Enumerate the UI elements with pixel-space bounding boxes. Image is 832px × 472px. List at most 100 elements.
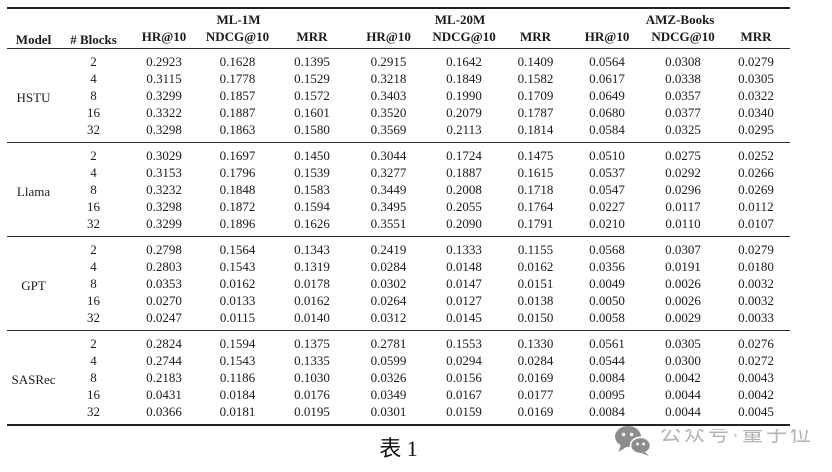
table-row: 8 0.2183 0.1186 0.1030 0.0326 0.0156 0.0169 0.0… [7, 369, 790, 386]
metric-value: 0.1872 [219, 199, 256, 214]
metric-value: 0.0159 [446, 404, 482, 419]
metric-value: 0.1333 [446, 242, 482, 257]
table-row: Llama 2 0.3029 0.1697 0.1450 0.3044 0.1724 0.14… [7, 143, 790, 199]
metric-header: HR@10 [584, 29, 630, 44]
metric-value: 0.0150 [517, 310, 554, 325]
metric-value: 0.0537 [589, 165, 625, 180]
metric-value: 0.0169 [517, 370, 554, 385]
metric-value: 0.0301 [370, 404, 407, 419]
metric-value: 0.0247 [146, 310, 182, 325]
metric-value: 0.0107 [738, 216, 774, 231]
metric-value: 0.3029 [146, 148, 182, 163]
metric-value: 0.2744 [146, 353, 182, 368]
metric-value: 0.0147 [446, 276, 482, 291]
blocks-value: 4 [90, 259, 97, 274]
metric-header: MRR [296, 29, 328, 44]
watermark-text-clip: 公众号·量子位 [660, 429, 814, 452]
metric-value: 0.0050 [589, 293, 625, 308]
metric-header: MRR [740, 29, 772, 44]
metric-value: 0.2055 [446, 199, 482, 214]
metric-value: 0.2008 [446, 182, 482, 197]
model-name: HSTU [16, 90, 51, 105]
blocks-value: 2 [90, 336, 97, 351]
metric-value: 0.1409 [517, 54, 554, 69]
metric-value: 0.1580 [294, 122, 330, 137]
metric-value: 0.3299 [146, 88, 182, 103]
metric-value: 0.3298 [146, 122, 182, 137]
metric-value: 0.1615 [517, 165, 554, 180]
metric-value: 0.0326 [370, 370, 407, 385]
metric-value: 0.1375 [294, 336, 330, 351]
metric-value: 0.0302 [370, 276, 407, 291]
dataset-header-amz-books: AMZ-Books [645, 12, 715, 27]
metric-value: 0.0178 [294, 276, 330, 291]
metric-value: 0.3551 [370, 216, 407, 231]
metric-value: 0.0252 [738, 148, 774, 163]
metric-value: 0.0042 [665, 370, 701, 385]
table-row: 16 0.0270 0.0133 0.0162 0.0264 0.0127 0.0138 0.… [7, 292, 790, 309]
metric-value: 0.0176 [294, 387, 330, 402]
metric-value: 0.0181 [219, 404, 256, 419]
metric-value: 0.1887 [219, 105, 256, 120]
metric-value: 0.0312 [370, 310, 407, 325]
metric-value: 0.2781 [370, 336, 407, 351]
metric-value: 0.0029 [665, 310, 701, 325]
metric-value: 0.1553 [446, 336, 482, 351]
metric-value: 0.1642 [446, 54, 482, 69]
metric-value: 0.0148 [446, 259, 482, 274]
metric-value: 0.0284 [370, 259, 407, 274]
blocks-value: 4 [90, 353, 97, 368]
results-table-wrapper: Model # Blocks ML-1M ML-20M AMZ-Books HR… [7, 7, 791, 426]
model-name: GPT [21, 278, 46, 293]
metric-value: 0.0162 [294, 293, 330, 308]
metric-value: 0.0275 [665, 148, 701, 163]
blocks-value: 8 [90, 182, 97, 197]
metric-header: NDCG@10 [651, 29, 715, 44]
metric-value: 0.2798 [146, 242, 182, 257]
metric-value: 0.0292 [665, 165, 701, 180]
metric-value: 0.0296 [665, 182, 701, 197]
metric-value: 0.3153 [146, 165, 182, 180]
metric-value: 0.0127 [446, 293, 482, 308]
metric-value: 0.0184 [219, 387, 256, 402]
metric-value: 0.1343 [294, 242, 330, 257]
metric-value: 0.2803 [146, 259, 182, 274]
metric-value: 0.1319 [294, 259, 330, 274]
metric-value: 0.0026 [665, 293, 701, 308]
metric-value: 0.1849 [446, 71, 482, 86]
metric-value: 0.3277 [370, 165, 407, 180]
table-row: 16 0.0431 0.0184 0.0176 0.0349 0.0167 0.0177 0.… [7, 386, 790, 403]
metric-value: 0.0356 [589, 259, 625, 274]
metric-value: 0.3298 [146, 199, 182, 214]
metric-value: 0.1529 [294, 71, 330, 86]
blocks-value: 8 [90, 370, 97, 385]
metric-value: 0.1887 [446, 165, 482, 180]
metric-value: 0.0043 [738, 370, 774, 385]
metric-value: 0.0269 [738, 182, 774, 197]
metric-value: 0.0162 [517, 259, 554, 274]
metric-value: 0.0049 [589, 276, 625, 291]
metric-value: 0.1601 [294, 105, 330, 120]
metric-value: 0.1709 [517, 88, 554, 103]
metric-value: 0.0680 [589, 105, 625, 120]
metric-value: 0.2079 [446, 105, 482, 120]
table-row: 8 0.3299 0.1857 0.1572 0.3403 0.1990 0.1709 0.0… [7, 87, 790, 104]
blocks-value: 2 [90, 54, 97, 69]
metric-value: 0.3218 [370, 71, 407, 86]
metric-value: 0.1583 [294, 182, 330, 197]
metric-value: 0.0058 [589, 310, 625, 325]
metric-value: 0.1030 [294, 370, 330, 385]
metric-value: 0.0145 [446, 310, 482, 325]
blocks-value: 32 [87, 404, 100, 419]
metric-value: 0.2824 [146, 336, 182, 351]
metric-value: 0.0133 [219, 293, 256, 308]
metric-value: 0.0156 [446, 370, 482, 385]
metric-value: 0.0180 [738, 259, 774, 274]
metric-value: 0.1990 [446, 88, 482, 103]
dataset-header-ml1m: ML-1M [216, 12, 261, 27]
metric-value: 0.0305 [738, 71, 774, 86]
metric-value: 0.1857 [219, 88, 256, 103]
metric-header: HR@10 [366, 29, 411, 44]
metric-value: 0.0112 [738, 199, 774, 214]
